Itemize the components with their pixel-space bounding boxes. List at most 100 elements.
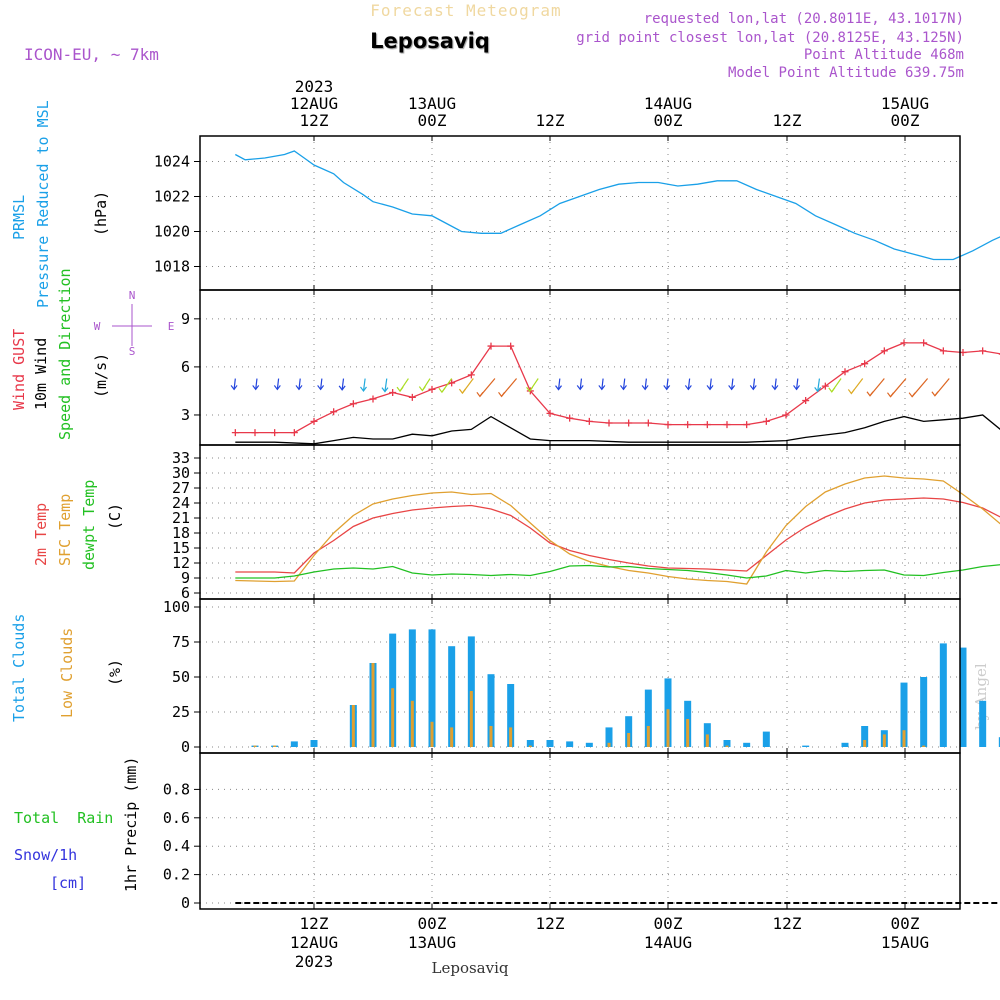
cloud-bar-total: [959, 647, 967, 747]
cloud-bar-low: [646, 726, 650, 747]
compass-e: E: [168, 320, 175, 333]
y-tick-label: 100: [163, 598, 190, 616]
compass-n: N: [129, 289, 136, 302]
temp-side-labels: 2m Temp SFC Temp dewpt Temp (C): [32, 480, 124, 570]
gust-marker: [467, 371, 475, 379]
wind-arrow: [622, 378, 626, 390]
series-line: [235, 342, 1000, 434]
gust-marker: [920, 339, 928, 347]
cloud-bar-low: [528, 745, 532, 747]
gust-marker: [644, 419, 652, 427]
cloud-bar-total: [546, 740, 554, 747]
panel-frame: [199, 598, 961, 754]
gust-marker: [251, 429, 259, 437]
gust-marker: [723, 421, 731, 429]
cloud-bar-total: [507, 684, 515, 747]
snow-unit-label: [cm]: [50, 874, 86, 892]
gust-marker: [939, 347, 947, 355]
cloud-bar-total: [900, 682, 908, 747]
top-axis-label: 12Z: [536, 111, 565, 130]
wind-arrow-head: [273, 385, 281, 391]
cloud-bar-low: [253, 745, 257, 747]
cloud-bar-total: [566, 741, 574, 747]
cloud-bar-total: [487, 674, 495, 747]
top-axis-line: 00Z: [891, 111, 920, 130]
info-line-2: grid point closest lon,lat (20.8125E, 43…: [576, 30, 964, 46]
cloud-bar-low: [725, 745, 729, 747]
pressure-side-labels: PRMSL Pressure Reduced to MSL (hPa): [10, 100, 110, 308]
top-axis-line: 12Z: [536, 111, 565, 130]
top-axis-label: 2023 12AUG 12Z: [290, 77, 338, 130]
wind-arrow-head: [317, 385, 325, 391]
wind-arrow-head: [684, 385, 692, 391]
bottom-axis-line: 12Z: [300, 914, 329, 933]
cloud-bar-total: [841, 742, 849, 747]
y-tick-label: 24: [172, 494, 190, 512]
cloud-bar-low: [351, 705, 355, 747]
wind-arrow-head: [663, 385, 671, 391]
dewpt-label: dewpt Temp: [80, 480, 98, 570]
top-axis-line: 15AUG: [881, 94, 929, 113]
wind-arrow: [752, 378, 756, 390]
top-axis-label: 13AUG 00Z: [408, 94, 456, 130]
top-axis-label: 15AUG 00Z: [881, 94, 929, 130]
footer-location: Leposaviq: [432, 959, 509, 977]
y-tick-label: 27: [172, 479, 190, 497]
y-tick-label: 1022: [154, 188, 190, 206]
wind-arrow: [233, 378, 236, 390]
wind-arrow-head: [438, 387, 446, 394]
y-tick-label: 15: [172, 539, 190, 557]
cloud-bar-low: [902, 730, 906, 747]
cloud-bar-total: [448, 646, 456, 747]
cloud-bar-low: [922, 745, 926, 747]
wind-arrow-head: [526, 386, 534, 393]
gust-marker: [979, 347, 987, 355]
wind-arrow: [362, 378, 366, 392]
cloud-bar-total: [802, 745, 810, 747]
gust-marker: [900, 339, 908, 347]
y-tick-label: 33: [172, 449, 190, 467]
cloud-bar-total: [605, 727, 613, 747]
prmsl-desc-label: Pressure Reduced to MSL: [34, 100, 52, 308]
top-axis-line: 00Z: [654, 111, 683, 130]
panel-frame: [199, 752, 961, 910]
cloud-bar-total: [743, 742, 751, 747]
wind-arrow-head: [230, 385, 238, 391]
temp2m-label: 2m Temp: [32, 503, 50, 566]
cloud-bar-low: [391, 688, 395, 747]
gust-marker: [369, 395, 377, 403]
y-tick-label: 1020: [154, 223, 190, 241]
pressure-unit-label: (hPa): [92, 191, 110, 236]
gust-marker: [271, 429, 279, 437]
y-tick-label: 0.6: [163, 809, 190, 827]
faded-title: Forecast Meteogram: [370, 1, 561, 20]
y-tick-label: 0: [181, 738, 190, 756]
gust-marker: [566, 414, 574, 422]
top-axis-line: 12AUG: [290, 94, 338, 113]
info-line-3: Point Altitude 468m: [804, 47, 964, 63]
gust-marker: [330, 408, 338, 416]
bottom-axis-line: 00Z: [418, 914, 447, 933]
bottom-axis-label: 12Z: [536, 914, 565, 933]
cloud-bar-total: [644, 689, 652, 747]
wind-arrow: [709, 378, 712, 390]
wind-arrow: [817, 378, 821, 392]
cloud-bar-low: [430, 721, 434, 747]
series-line: [235, 475, 1000, 585]
snow-label: Snow/1h: [14, 846, 77, 864]
cloud-bar-low: [410, 700, 414, 747]
cloud-bar-low: [371, 663, 375, 747]
y-tick-label: 1018: [154, 258, 190, 276]
top-axis-label: 12Z: [773, 111, 802, 130]
wind-arrow: [341, 378, 345, 390]
wind-arrow-head: [338, 385, 346, 391]
wind-arrow: [320, 378, 323, 390]
wind-arrow-head: [641, 385, 649, 391]
gust-marker: [782, 411, 790, 419]
cloud-bar-total: [762, 731, 770, 747]
wind-arrow: [601, 378, 604, 390]
cloud-bar-total: [920, 677, 928, 747]
gust-marker: [310, 417, 318, 425]
cloud-bar-total: [290, 741, 298, 747]
